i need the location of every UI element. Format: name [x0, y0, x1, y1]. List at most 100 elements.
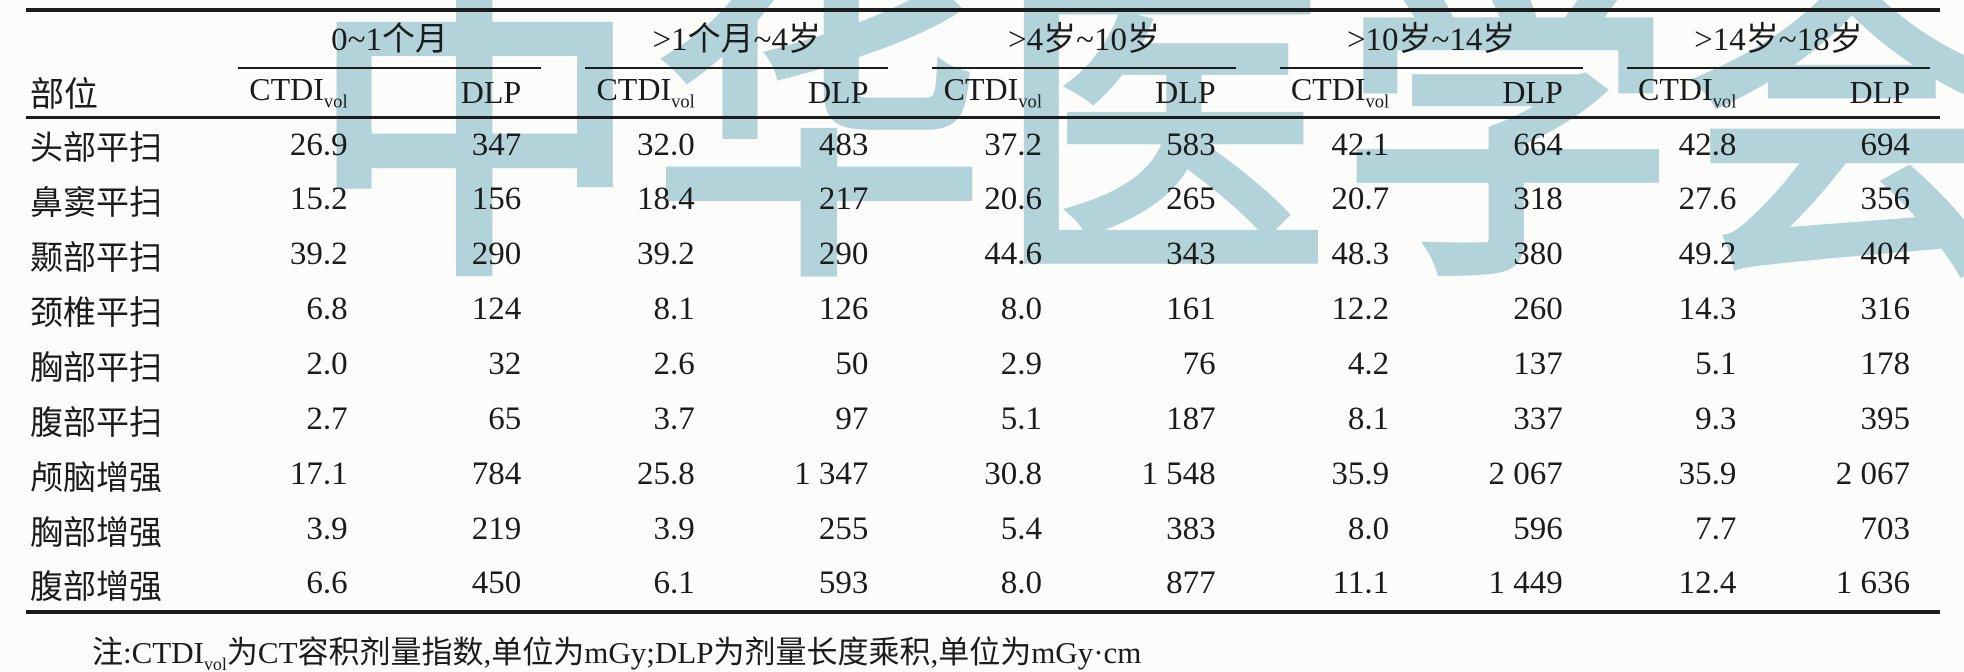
- dose-value: 1 347: [794, 456, 869, 492]
- table-row: 颞部平扫 39.2 290 39.2 290 44.6 343 48.3 380 49.2 404: [26, 227, 1940, 282]
- dose-value: 255: [818, 511, 869, 547]
- dose-value: 316: [1860, 291, 1911, 327]
- ctdi-vol-column-header: CTDIvol: [1290, 71, 1390, 113]
- ctdi-vol-column-header: CTDIvol: [943, 71, 1042, 113]
- dose-value: 17.1: [289, 456, 348, 492]
- dose-value: 290: [471, 236, 522, 272]
- dose-value: 7.7: [1695, 511, 1737, 547]
- ct-dose-table: 部位 0~1个月 >1个月~4岁 >4岁~10岁 >10岁~14岁 >14岁~18岁 C…: [26, 8, 1940, 614]
- age-group-header: >14岁~18岁: [1593, 10, 1940, 69]
- dose-value: 593: [818, 565, 869, 601]
- dlp-column-header: DLP: [1849, 73, 1910, 110]
- table-row: 鼻窦平扫 15.2 156 18.4 217 20.6 265 20.7 318 27.6 356: [26, 172, 1940, 227]
- dose-value: 383: [1166, 511, 1216, 547]
- dose-value: 318: [1513, 181, 1563, 217]
- dlp-column-header: DLP: [807, 73, 869, 110]
- dose-value: 2 067: [1835, 456, 1910, 492]
- dose-value: 37.2: [984, 126, 1042, 163]
- dose-value: 3.7: [653, 401, 695, 437]
- dose-value: 35.9: [1331, 456, 1390, 492]
- dose-value: 11.1: [1332, 565, 1390, 601]
- dose-value: 347: [471, 126, 522, 163]
- footnote-text-suffix: 为CT容积剂量指数,单位为mGy;DLP为剂量长度乘积,单位为mGy·cm: [226, 635, 1142, 670]
- dose-value: 5.1: [1000, 401, 1042, 437]
- dose-value: 3.9: [306, 511, 348, 547]
- dose-value: 8.1: [653, 291, 695, 327]
- footnote-text-prefix: 注:CTDI: [92, 635, 204, 670]
- dose-value: 4.2: [1347, 346, 1390, 382]
- table-body: 头部平扫 26.9 347 32.0 483 37.2 583 42.1 664 42.8 694 鼻…: [26, 117, 1940, 612]
- dose-value: 49.2: [1678, 236, 1737, 272]
- body-part-label: 颅脑增强: [30, 460, 162, 497]
- body-part-label: 胸部平扫: [30, 350, 162, 387]
- footnote-subscript: vol: [203, 654, 227, 672]
- dose-value: 178: [1860, 346, 1911, 382]
- age-group-header: >4岁~10岁: [898, 10, 1245, 69]
- dose-value: 450: [471, 565, 522, 601]
- dose-value: 27.6: [1678, 181, 1737, 217]
- dose-value: 6.8: [306, 291, 348, 327]
- dose-value: 124: [471, 291, 522, 327]
- table-row: 腹部平扫 2.7 65 3.7 97 5.1 187 8.1 337 9.3 395: [26, 392, 1940, 447]
- dose-value: 2.6: [653, 346, 695, 382]
- dose-value: 8.0: [1000, 291, 1042, 327]
- dose-value: 12.4: [1678, 565, 1737, 601]
- body-part-label: 腹部平扫: [30, 405, 162, 442]
- dlp-column-header: DLP: [1155, 73, 1216, 110]
- dose-value: 42.8: [1678, 126, 1737, 163]
- dose-value: 26.9: [289, 126, 348, 163]
- table-row: 颈椎平扫 6.8 124 8.1 126 8.0 161 12.2 260 14.3 316: [26, 282, 1940, 337]
- dose-value: 583: [1166, 126, 1216, 163]
- dose-value: 65: [488, 401, 522, 437]
- body-part-label: 鼻窦平扫: [30, 185, 162, 222]
- dose-value: 260: [1513, 291, 1563, 327]
- table-header: 部位 0~1个月 >1个月~4岁 >4岁~10岁 >10岁~14岁 >14岁~18岁 C…: [26, 10, 1940, 117]
- ctdi-vol-column-header: CTDIvol: [596, 71, 695, 113]
- dose-value: 15.2: [289, 181, 348, 217]
- body-part-label: 腹部增强: [30, 569, 162, 606]
- age-group-header: >1个月~4岁: [551, 10, 898, 69]
- dose-value: 8.0: [1347, 511, 1390, 547]
- dose-value: 356: [1860, 181, 1911, 217]
- dose-value: 664: [1513, 126, 1563, 163]
- table-page: 部位 0~1个月 >1个月~4岁 >4岁~10岁 >10岁~14岁 >14岁~18岁 C…: [0, 8, 1964, 672]
- body-part-label: 颈椎平扫: [30, 295, 162, 332]
- table-footnote: 注:CTDIvol为CT容积剂量指数,单位为mGy;DLP为剂量长度乘积,单位为…: [92, 627, 1964, 672]
- dose-value: 5.4: [1000, 511, 1042, 547]
- dose-value: 1 636: [1835, 565, 1910, 601]
- group-header-row: 部位 0~1个月 >1个月~4岁 >4岁~10岁 >10岁~14岁 >14岁~18岁: [26, 10, 1940, 114]
- dose-value: 12.2: [1331, 291, 1390, 327]
- dlp-column-header: DLP: [460, 73, 522, 110]
- dose-value: 3.9: [653, 511, 695, 547]
- body-part-label: 头部平扫: [30, 131, 162, 168]
- body-part-column-header: 部位: [30, 76, 98, 114]
- dose-value: 76: [1182, 346, 1216, 382]
- dose-value: 483: [818, 126, 869, 163]
- dose-value: 265: [1166, 181, 1216, 217]
- dose-value: 217: [818, 181, 869, 217]
- dose-value: 2.0: [306, 346, 348, 382]
- dose-value: 877: [1166, 565, 1216, 601]
- dose-value: 395: [1860, 401, 1911, 437]
- table-row: 头部平扫 26.9 347 32.0 483 37.2 583 42.1 664 42.8 694: [26, 117, 1940, 172]
- dose-value: 784: [471, 456, 522, 492]
- dose-value: 337: [1513, 401, 1563, 437]
- ctdi-vol-column-header: CTDIvol: [249, 71, 348, 113]
- dose-value: 404: [1860, 236, 1911, 272]
- dose-value: 8.0: [1000, 565, 1042, 601]
- dose-value: 30.8: [984, 456, 1042, 492]
- dose-value: 1 449: [1488, 565, 1563, 601]
- dose-value: 20.7: [1331, 181, 1390, 217]
- table-row: 胸部平扫 2.0 32 2.6 50 2.9 76 4.2 137 5.1 178: [26, 337, 1940, 392]
- ctdi-vol-column-header: CTDIvol: [1638, 71, 1737, 113]
- dose-value: 137: [1513, 346, 1563, 382]
- dose-value: 18.4: [637, 181, 695, 217]
- dose-value: 126: [818, 291, 869, 327]
- dose-value: 35.9: [1678, 456, 1737, 492]
- dose-value: 343: [1166, 236, 1216, 272]
- dose-value: 156: [471, 181, 522, 217]
- dose-value: 2.7: [306, 401, 348, 437]
- dose-value: 8.1: [1347, 401, 1390, 437]
- body-part-label: 颞部平扫: [30, 240, 162, 277]
- dose-value: 290: [818, 236, 869, 272]
